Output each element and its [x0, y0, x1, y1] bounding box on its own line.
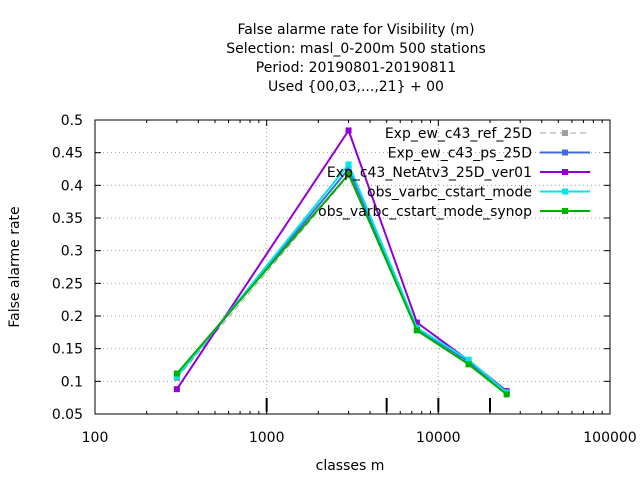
chart-title: False alarme rate for Visibility (m) Sele…: [226, 22, 486, 95]
x-tick-label: 100000: [583, 430, 636, 446]
x-tick-label: 10000: [416, 430, 461, 446]
data-point: [345, 171, 352, 178]
data-point: [345, 166, 352, 172]
y-tick-label: 0.45: [52, 146, 83, 162]
y-tick-label: 0.5: [61, 113, 83, 129]
legend-marker: [562, 130, 568, 136]
data-point: [173, 386, 180, 393]
title-line: Period: 20190801-20190811: [256, 60, 456, 76]
title-line: False alarme rate for Visibility (m): [237, 22, 474, 38]
data-point: [465, 361, 472, 368]
series-line: [176, 167, 508, 394]
legend-marker: [562, 208, 568, 214]
y-tick-label: 0.2: [61, 309, 83, 325]
x-axis-label: classes m: [316, 458, 385, 474]
y-axis-label: False alarme rate: [7, 206, 23, 327]
class-markers: [265, 398, 492, 412]
y-tick-label: 0.1: [61, 374, 83, 390]
legend-label: Exp_ew_c43_ps_25D: [388, 146, 532, 162]
series-4: [173, 171, 510, 398]
legend-label: Exp_ew_c43_ref_25D: [385, 126, 532, 142]
data-point: [173, 373, 180, 380]
y-tick-labels: 0.05 0.1 0.15 0.2 0.25 0.3 0.35 0.4 0.45 0.5: [52, 113, 83, 423]
title-line: Selection: masl_0-200m 500 stations: [226, 41, 486, 57]
legend-marker: [562, 149, 568, 156]
y-tick-label: 0.3: [61, 244, 83, 260]
legend-label: Exp_c43_NetAtv3_25D_ver01: [327, 165, 532, 181]
series-group: [173, 127, 510, 398]
data-point: [345, 127, 352, 134]
data-point: [465, 356, 472, 363]
legend: Exp_ew_c43_ref_25D Exp_ew_c43_ps_25D Exp_c…: [318, 126, 590, 220]
y-tick-label: 0.25: [52, 276, 83, 292]
data-point: [413, 327, 420, 334]
x-tick-labels: 100 1000 10000 100000: [82, 430, 637, 446]
y-tick-label: 0.05: [52, 407, 83, 423]
x-tick-label: 1000: [249, 430, 285, 446]
plot-frame: [94, 119, 611, 415]
data-point: [413, 319, 420, 326]
data-point: [345, 161, 352, 168]
y-tick-label: 0.15: [52, 342, 83, 358]
title-line: Used {00,03,...,21} + 00: [268, 79, 444, 95]
y-tick-label: 0.4: [61, 178, 83, 194]
legend-marker: [562, 169, 568, 175]
data-point: [173, 370, 180, 377]
data-point: [503, 391, 510, 398]
legend-label: obs_varbc_cstart_mode_synop: [318, 204, 532, 220]
grid: [95, 120, 610, 414]
legend-marker: [562, 188, 568, 195]
y-tick-label: 0.35: [52, 211, 83, 227]
x-tick-label: 100: [82, 430, 109, 446]
legend-label: obs_varbc_cstart_mode: [367, 185, 532, 201]
axis-ticks: [94, 119, 611, 415]
